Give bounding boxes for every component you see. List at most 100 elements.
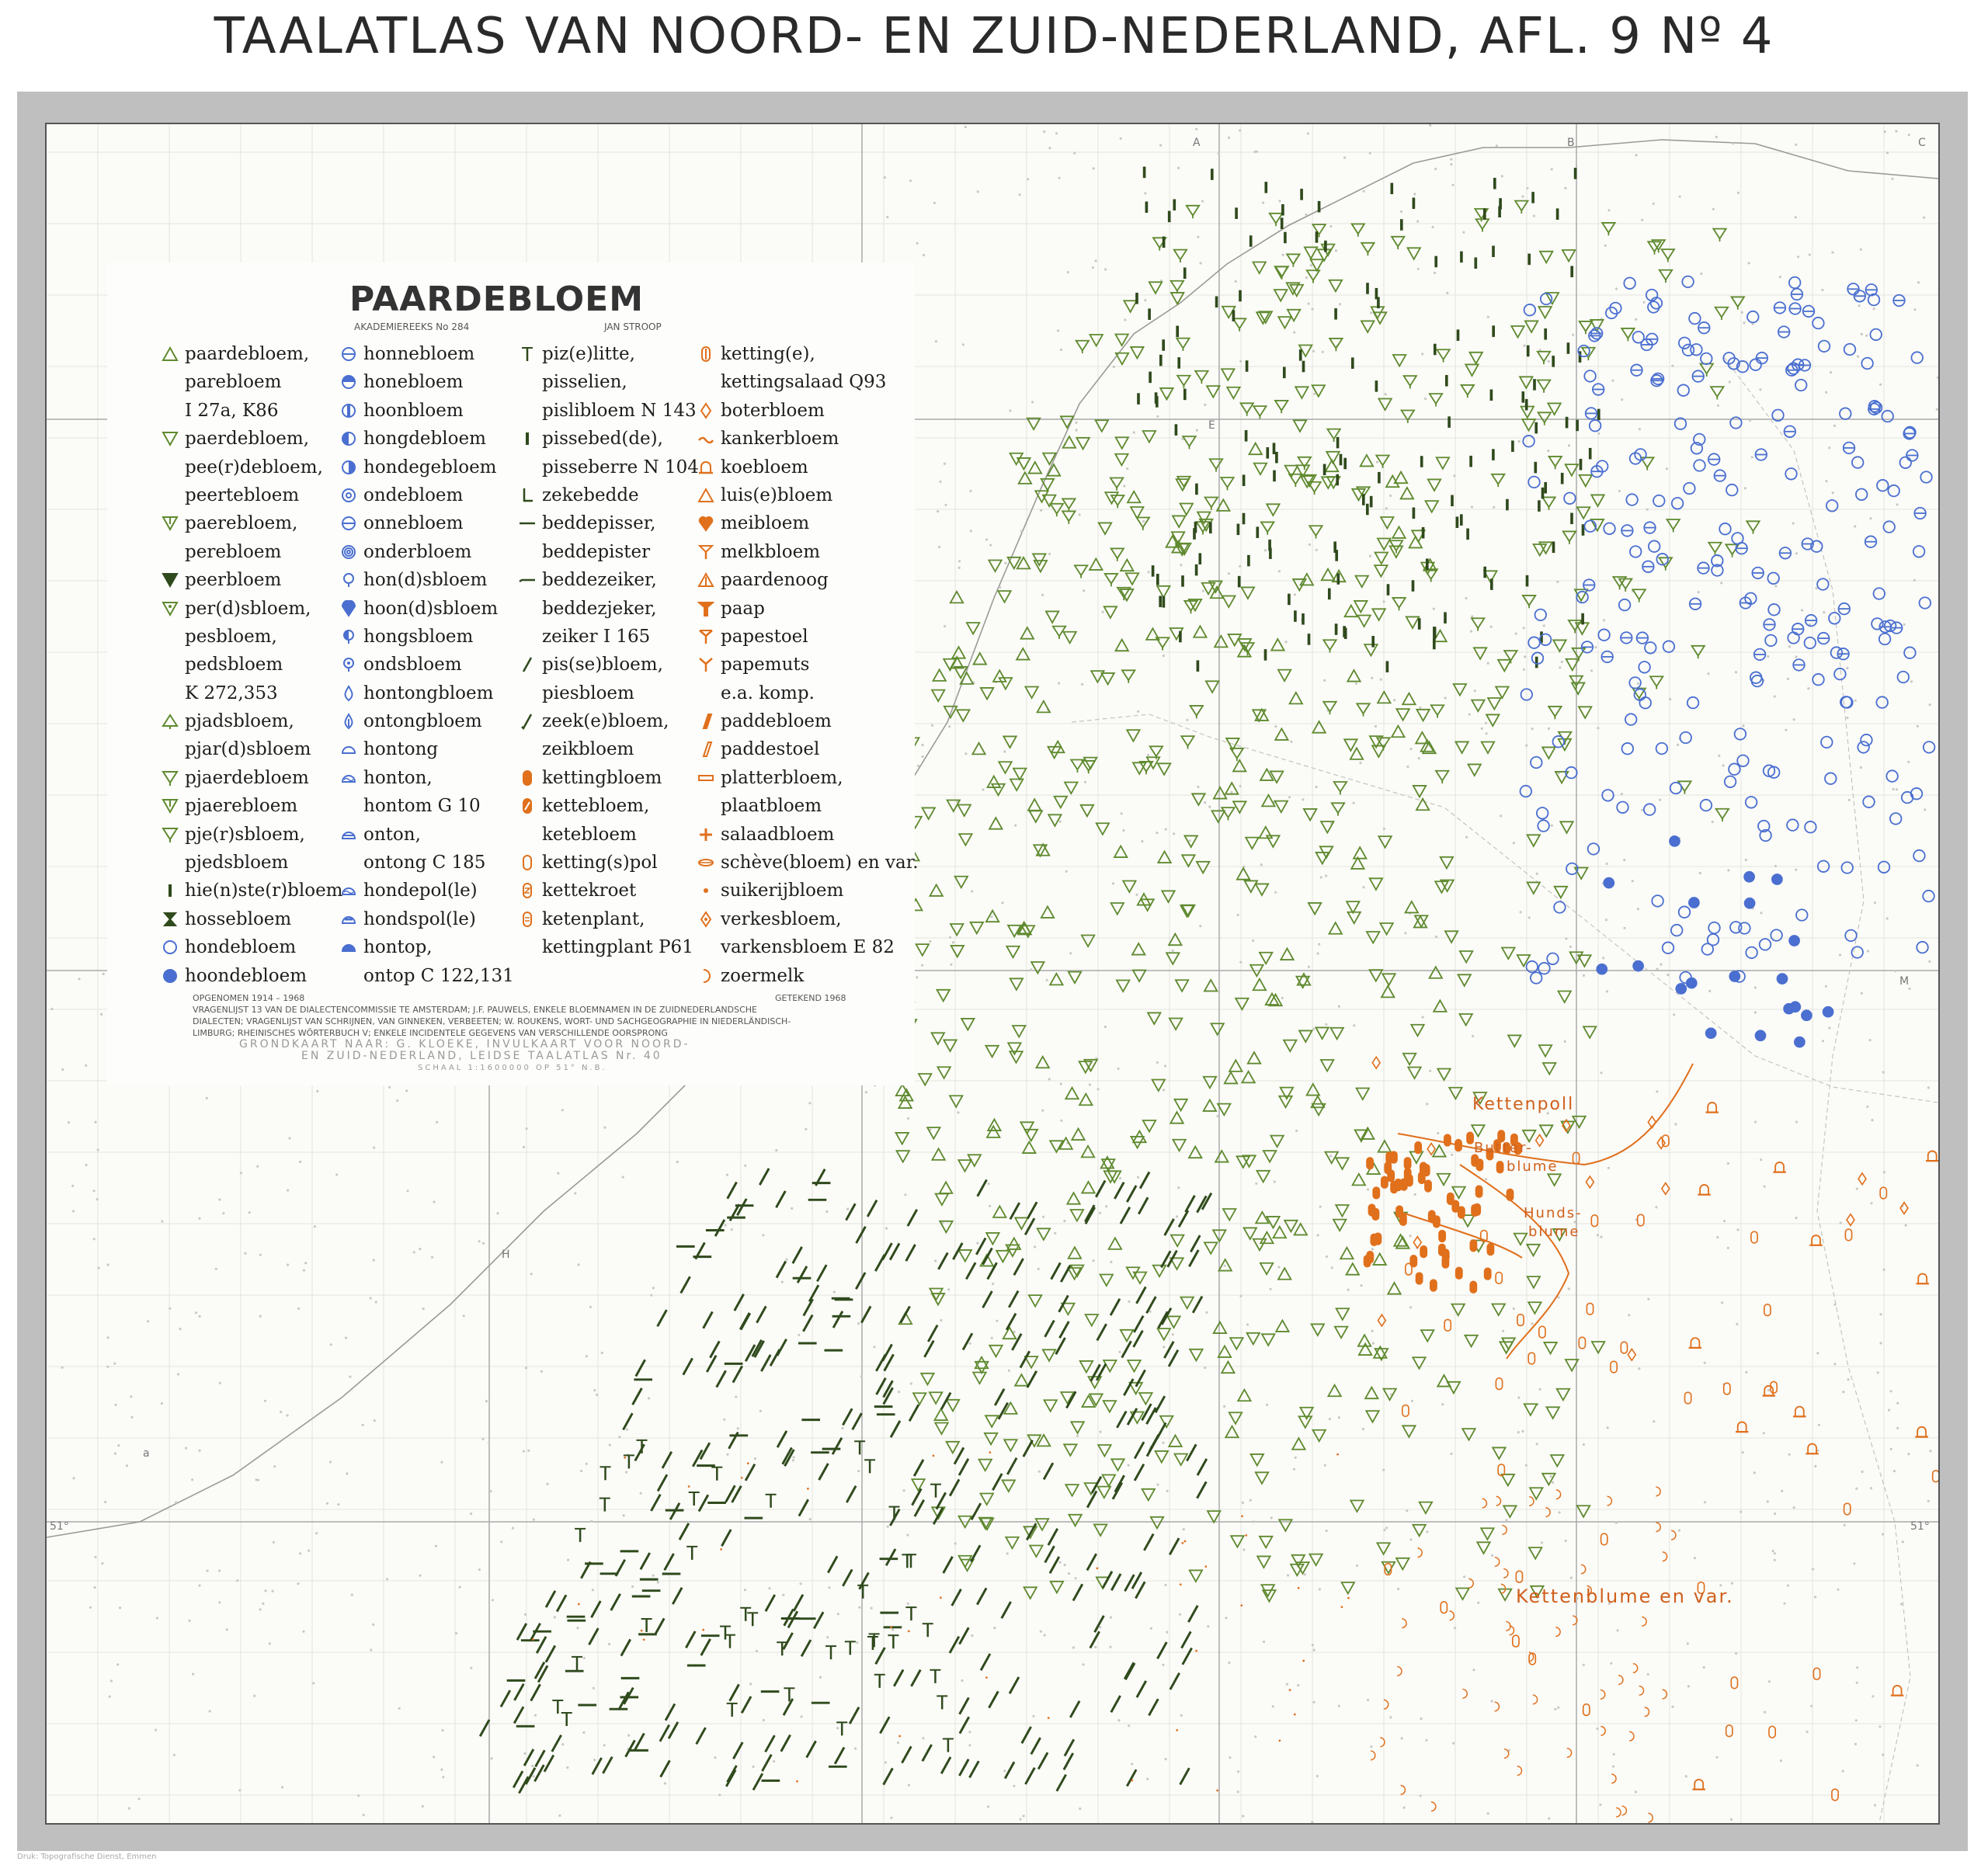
place-dot xyxy=(1885,917,1889,920)
place-dot xyxy=(1887,1408,1891,1412)
legend-entry-label: zoermelk xyxy=(721,965,805,986)
dialect-symbol xyxy=(1277,1519,1294,1533)
dialect-symbol xyxy=(1022,1586,1038,1600)
dialect-symbol xyxy=(1030,961,1046,975)
dialect-symbol xyxy=(1255,1169,1271,1184)
dialect-symbol xyxy=(1497,1130,1506,1143)
legend-entry-label: pissebed(de), xyxy=(542,429,663,450)
dialect-symbol xyxy=(796,1266,808,1283)
dialect-symbol xyxy=(1002,735,1018,749)
dialect-symbol xyxy=(1538,1044,1553,1058)
dialect-symbol xyxy=(1138,1392,1154,1406)
dialect-symbol xyxy=(1119,1207,1131,1224)
dialect-symbol xyxy=(1417,1171,1426,1185)
dialect-symbol xyxy=(1132,1329,1144,1348)
place-dot xyxy=(1177,1186,1180,1190)
dialect-symbol xyxy=(1170,540,1187,554)
dialect-symbol xyxy=(1498,206,1501,218)
place-dot xyxy=(1753,1011,1757,1014)
place-dot xyxy=(1311,1821,1314,1823)
dialect-symbol xyxy=(1616,801,1629,814)
dialect-symbol xyxy=(1251,709,1267,723)
dialect-symbol xyxy=(1544,481,1548,494)
dialect-symbol xyxy=(1728,762,1741,776)
place-dot xyxy=(1450,158,1453,161)
dialect-symbol xyxy=(1506,498,1509,511)
dialect-symbol xyxy=(1075,436,1091,451)
dialect-symbol xyxy=(1156,574,1159,585)
dialect-symbol xyxy=(1590,519,1605,533)
place-dot xyxy=(585,1462,588,1465)
dialect-symbol xyxy=(902,1554,913,1568)
place-dot xyxy=(1307,965,1310,968)
place-dot xyxy=(256,1165,259,1168)
dialect-symbol xyxy=(1020,626,1035,640)
dialect-symbol xyxy=(1922,889,1935,903)
dialect-symbol xyxy=(1145,756,1161,770)
dialect-symbol xyxy=(1162,596,1166,608)
place-dot xyxy=(1149,1627,1152,1630)
dialect-symbol xyxy=(728,1683,740,1702)
legend-entry-label: piesbloem xyxy=(542,682,634,703)
dialect-symbol xyxy=(1424,1179,1432,1193)
place-dot xyxy=(1628,1314,1631,1317)
dialect-symbol xyxy=(1036,699,1051,714)
dialect-symbol xyxy=(1188,1249,1200,1267)
dialect-symbol xyxy=(1096,1323,1107,1342)
dialect-symbol xyxy=(769,1349,781,1367)
place-dot xyxy=(1910,680,1913,683)
dialect-symbol xyxy=(1100,1158,1116,1172)
dialect-symbol xyxy=(1122,300,1138,314)
dialect-symbol xyxy=(1142,166,1146,179)
place-dot xyxy=(273,1465,276,1468)
triangle-stripe-icon xyxy=(696,566,716,594)
dialect-symbol xyxy=(1412,785,1427,799)
dialect-symbol xyxy=(1532,544,1548,557)
dialect-symbol xyxy=(1432,637,1436,650)
place-dot xyxy=(1712,207,1715,210)
place-dot xyxy=(205,1096,208,1099)
place-dot xyxy=(996,1319,999,1322)
latitude-label-left: 51° xyxy=(50,1520,69,1533)
dialect-symbol xyxy=(1245,1534,1248,1537)
place-dot xyxy=(430,1255,434,1259)
dialect-symbol xyxy=(1525,960,1538,974)
place-dot xyxy=(1858,304,1861,307)
dialect-symbol xyxy=(1005,1244,1020,1258)
dialect-symbol xyxy=(1027,460,1043,474)
place-dot xyxy=(1305,276,1308,280)
dialect-symbol xyxy=(1024,1356,1039,1370)
dialect-symbol xyxy=(1196,1195,1208,1214)
legend-entry-label: peertebloem xyxy=(185,484,300,505)
dialect-symbol xyxy=(1260,793,1277,807)
dialect-symbol xyxy=(994,1388,1006,1406)
dialect-symbol xyxy=(1523,1403,1538,1417)
dialect-symbol xyxy=(1103,573,1119,587)
place-dot xyxy=(1013,1330,1016,1333)
dialect-symbol xyxy=(1315,852,1330,866)
map-sheet[interactable]: Kettenpoll Butter- blume Hunds- blume Ke… xyxy=(45,123,1940,1825)
dialect-symbol xyxy=(1124,572,1140,586)
place-dot xyxy=(1290,740,1293,744)
place-dot xyxy=(1500,814,1503,818)
place-dot xyxy=(1550,168,1553,171)
dialect-symbol xyxy=(1187,599,1203,613)
place-dot xyxy=(281,1786,284,1789)
place-dot xyxy=(1576,1597,1579,1600)
place-dot xyxy=(1535,872,1538,875)
dialect-symbol xyxy=(881,1242,893,1261)
place-dot xyxy=(1030,968,1033,971)
dialect-symbol xyxy=(1262,1150,1277,1164)
place-dot xyxy=(1828,1026,1831,1030)
place-dot xyxy=(1565,937,1568,940)
place-dot xyxy=(78,978,81,981)
place-dot xyxy=(922,1737,925,1740)
dialect-symbol xyxy=(1432,628,1448,643)
dialect-symbol xyxy=(1310,1323,1326,1337)
place-dot xyxy=(1901,1540,1904,1544)
dialect-symbol xyxy=(1371,636,1375,648)
dialect-symbol xyxy=(972,651,988,665)
dialect-symbol xyxy=(1404,900,1420,914)
dialect-symbol xyxy=(912,1459,925,1477)
place-dot xyxy=(1916,724,1919,728)
